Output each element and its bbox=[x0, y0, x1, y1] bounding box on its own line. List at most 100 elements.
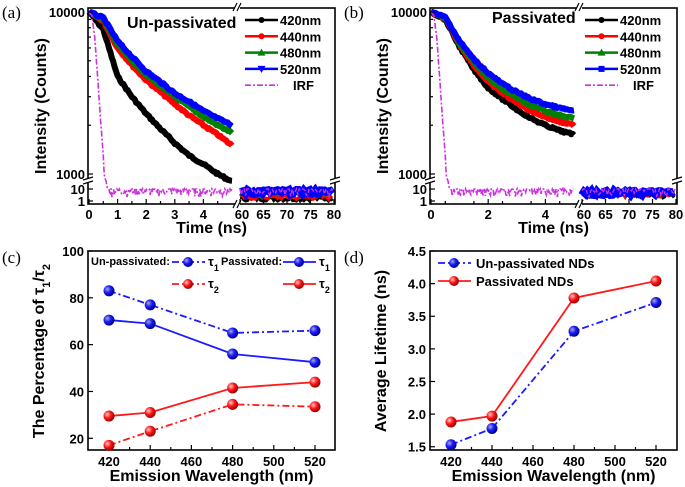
y-tick-label: 10000 bbox=[391, 5, 427, 20]
legend-marker bbox=[258, 33, 265, 40]
panel-label: (a) bbox=[2, 3, 21, 22]
data-point bbox=[445, 439, 457, 451]
x-tick-label: 420 bbox=[98, 454, 120, 469]
x-tick-label: 75 bbox=[645, 207, 659, 222]
legend-label: 440nm bbox=[620, 29, 661, 44]
axis-break-mark bbox=[424, 180, 436, 185]
x-tick-label: 0 bbox=[427, 207, 434, 222]
y-axis-label: Intensity (Counts) bbox=[33, 38, 50, 174]
legend-marker bbox=[598, 33, 605, 40]
y-tick-label: 1 bbox=[78, 194, 85, 209]
tau-subscript: 2 bbox=[325, 285, 330, 295]
data-point bbox=[103, 439, 115, 451]
decay-curve-520nm bbox=[86, 9, 234, 129]
y-tick-label: 4.5 bbox=[408, 244, 426, 259]
y-tick-label: 10 bbox=[413, 182, 427, 197]
legend-marker bbox=[598, 17, 605, 23]
x-tick-label: 2 bbox=[485, 207, 492, 222]
decay-curve-520nm bbox=[429, 8, 576, 114]
data-point bbox=[309, 356, 321, 368]
axis-break-mark bbox=[82, 180, 94, 185]
legend-label: 520nm bbox=[620, 62, 661, 77]
x-tick-label: 460 bbox=[181, 454, 203, 469]
legend-marker bbox=[258, 17, 265, 23]
panel-annotation: Passivated bbox=[492, 10, 576, 27]
axis-break-top bbox=[577, 4, 582, 12]
y-axis-label: Intensity (Counts) bbox=[375, 38, 392, 174]
x-tick-label: 65 bbox=[598, 207, 612, 222]
y-tick-label: 4.0 bbox=[408, 277, 426, 292]
axis-break-mark bbox=[82, 176, 94, 181]
y-axis-label: The Percentage of τ1/τ2 bbox=[31, 264, 53, 438]
axis-break-mark bbox=[329, 180, 341, 185]
series-line-3 bbox=[108, 381, 316, 417]
legend-label: IRF bbox=[293, 78, 314, 93]
y-tick-label: 80 bbox=[70, 291, 84, 306]
tau-subscript: 2 bbox=[214, 285, 219, 295]
axis-break-mark bbox=[578, 2, 584, 12]
axis-break-mark bbox=[574, 2, 580, 12]
legend-label: 480nm bbox=[280, 46, 321, 61]
y-axis-label-part: /τ bbox=[31, 270, 48, 282]
legend-label: 480nm bbox=[620, 46, 661, 61]
tau-subscript: 1 bbox=[214, 263, 219, 273]
data-point bbox=[486, 410, 498, 422]
y-tick-label: 10000 bbox=[49, 5, 85, 20]
y-axis-label: Average Lifetime (ns) bbox=[373, 270, 390, 432]
x-tick-label: 4 bbox=[200, 207, 208, 222]
x-tick-label: 1 bbox=[114, 207, 121, 222]
axis-break-mark bbox=[236, 2, 242, 12]
axis-break-bottom bbox=[577, 200, 582, 208]
legend-label: τ1 bbox=[319, 254, 330, 273]
legend-marker bbox=[449, 276, 459, 286]
y-tick-label: 3.5 bbox=[408, 309, 426, 324]
data-point bbox=[309, 401, 321, 413]
data-point bbox=[103, 314, 115, 326]
x-tick-label: 0 bbox=[85, 207, 92, 222]
panel-c: (c) 420 440 460 480 500 520 20 40 60 80 100 Emission… bbox=[2, 244, 336, 485]
irf-tail bbox=[581, 186, 676, 199]
axis-break-mark bbox=[574, 199, 580, 209]
legend-marker bbox=[597, 48, 606, 56]
x-tick-label: 420 bbox=[440, 454, 462, 469]
x-tick-label: 440 bbox=[481, 454, 503, 469]
legend-group-label: Passivated: bbox=[221, 256, 282, 268]
data-point bbox=[227, 382, 239, 394]
legend-label: 420nm bbox=[280, 13, 321, 28]
data-point bbox=[144, 299, 156, 311]
y-tick-label: 1000 bbox=[56, 167, 85, 182]
x-tick-label: 500 bbox=[263, 454, 285, 469]
data-point bbox=[227, 398, 239, 410]
legend-marker bbox=[257, 48, 266, 56]
y-axis-label-part: 1 bbox=[41, 282, 53, 288]
axis-break-bottom bbox=[235, 200, 240, 208]
panel-label: (b) bbox=[344, 3, 364, 22]
legend-marker bbox=[294, 279, 304, 289]
y-tick-label: 2.5 bbox=[408, 374, 426, 389]
y-tick-label: 2.0 bbox=[408, 407, 426, 422]
panel-label: (c) bbox=[2, 248, 21, 267]
axis-break-mark bbox=[671, 180, 683, 185]
data-point bbox=[568, 292, 580, 304]
data-point bbox=[103, 410, 115, 422]
axis-break-mark bbox=[232, 2, 238, 12]
x-tick-label: 80 bbox=[327, 207, 341, 222]
series-line-0 bbox=[450, 301, 657, 446]
data-point bbox=[144, 425, 156, 437]
y-tick-label: 1.5 bbox=[408, 440, 426, 455]
series-line-0 bbox=[108, 289, 316, 334]
data-point bbox=[103, 285, 115, 297]
axis-break-right bbox=[331, 178, 339, 183]
irf-curve bbox=[430, 11, 574, 199]
y-tick-label: 60 bbox=[70, 338, 84, 353]
legend-label: IRF bbox=[633, 78, 654, 93]
data-point bbox=[486, 422, 498, 434]
x-tick-label: 70 bbox=[280, 207, 294, 222]
tau-symbol: τ bbox=[319, 276, 325, 291]
y-tick-label: 20 bbox=[70, 431, 84, 446]
axis-break-mark bbox=[671, 176, 683, 181]
tau-symbol: τ bbox=[208, 254, 214, 269]
legend-label: 520nm bbox=[280, 62, 321, 77]
